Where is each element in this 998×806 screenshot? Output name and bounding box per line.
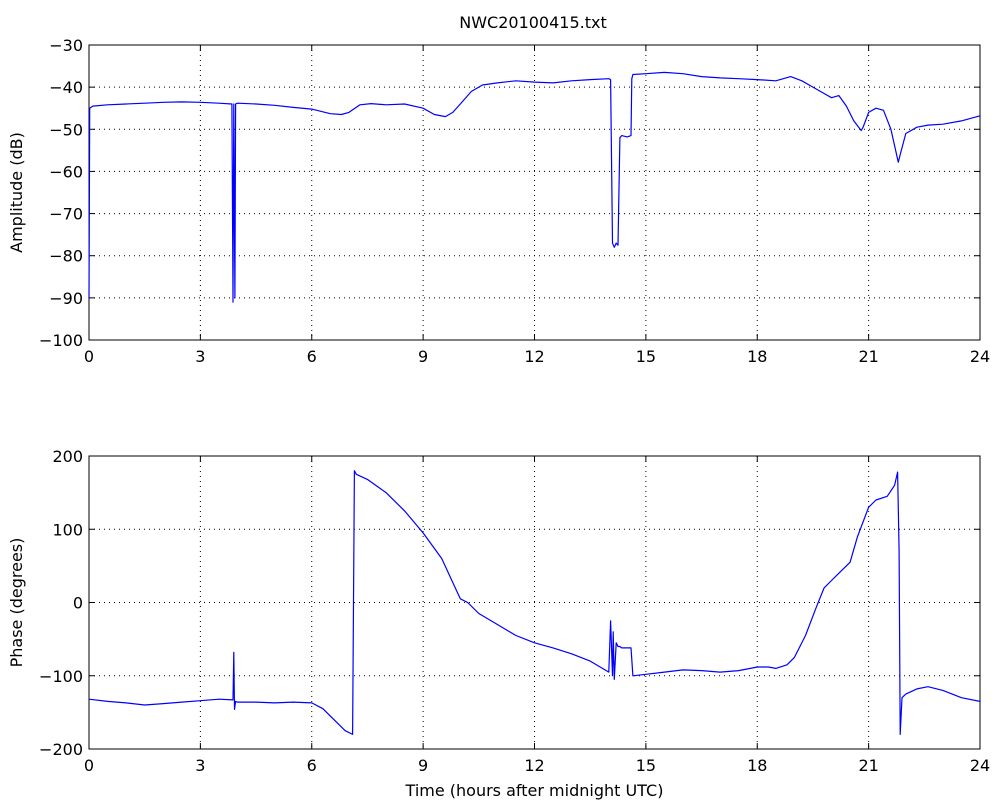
y-tick-label: −40 (49, 78, 83, 97)
y-tick-label: −80 (49, 247, 83, 266)
x-tick-label: 15 (636, 756, 656, 775)
x-tick-label: 21 (858, 347, 878, 366)
y-tick-label: −200 (39, 740, 83, 759)
y-tick-label: −30 (49, 36, 83, 55)
y-tick-label: −100 (39, 331, 83, 350)
y-tick-label: −70 (49, 205, 83, 224)
y-tick-label: 200 (52, 447, 83, 466)
x-tick-label: 12 (524, 347, 544, 366)
x-tick-label: 3 (195, 347, 205, 366)
x-tick-label: 24 (970, 756, 990, 775)
phase-panel: 0 3 6 9 12 15 18 21 24 −200 −100 0 100 200 Phase (degr… (7, 447, 990, 800)
x-tick-label: 0 (84, 756, 94, 775)
y-axis-label: Amplitude (dB) (7, 132, 26, 253)
series-line (88, 470, 981, 736)
amplitude-panel: 0 3 6 9 12 15 18 21 24 −100 −90 −80 −70 −60 −50 −40 −30 A… (7, 36, 990, 366)
x-tick-label: 18 (747, 756, 767, 775)
x-tick-label: 12 (524, 756, 544, 775)
x-tick-label: 15 (636, 347, 656, 366)
y-tick-label: 100 (52, 520, 83, 539)
x-tick-label: 6 (307, 347, 317, 366)
y-tick-label: 0 (73, 594, 83, 613)
y-tick-label: −100 (39, 667, 83, 686)
y-axis-label: Phase (degrees) (7, 538, 26, 668)
x-tick-label: 18 (747, 347, 767, 366)
x-tick-label: 9 (418, 756, 428, 775)
chart-title: NWC20100415.txt (459, 13, 607, 32)
x-tick-label: 0 (84, 347, 94, 366)
x-tick-label: 21 (858, 756, 878, 775)
x-axis-label: Time (hours after midnight UTC) (405, 781, 664, 800)
y-tick-label: −50 (49, 120, 83, 139)
x-tick-label: 24 (970, 347, 990, 366)
y-tick-label: −60 (49, 162, 83, 181)
series-line (88, 71, 981, 303)
x-tick-label: 6 (307, 756, 317, 775)
x-tick-label: 3 (195, 756, 205, 775)
x-tick-label: 9 (418, 347, 428, 366)
y-tick-label: −90 (49, 289, 83, 308)
